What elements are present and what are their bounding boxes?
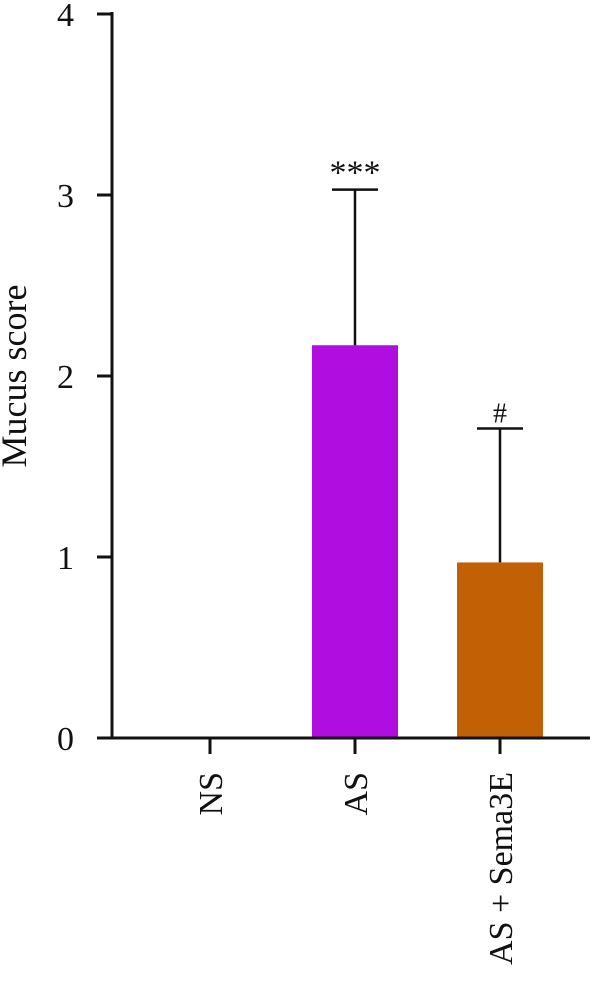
x-tick-label: AS: [338, 772, 375, 815]
y-axis-label: Mucus score: [0, 285, 34, 468]
error-bars: [332, 188, 523, 563]
significance-label: ***: [330, 155, 381, 192]
y-tick-label: 0: [57, 721, 74, 758]
x-tick-label: NS: [193, 772, 230, 815]
y-tick-label: 3: [57, 178, 74, 215]
bars: [312, 345, 543, 738]
y-tick-label: 1: [57, 540, 74, 577]
y-tick-label: 2: [57, 359, 74, 396]
x-axis-ticks: NS AS AS + Sema3E: [193, 738, 520, 965]
significance-annotations: *** #: [330, 155, 508, 430]
bar: [312, 345, 398, 738]
significance-label: #: [493, 398, 507, 429]
y-axis-ticks: 0 1 2 3 4: [57, 0, 112, 758]
bar: [457, 562, 543, 738]
y-tick-label: 4: [57, 0, 74, 34]
x-tick-label: AS + Sema3E: [483, 772, 520, 965]
